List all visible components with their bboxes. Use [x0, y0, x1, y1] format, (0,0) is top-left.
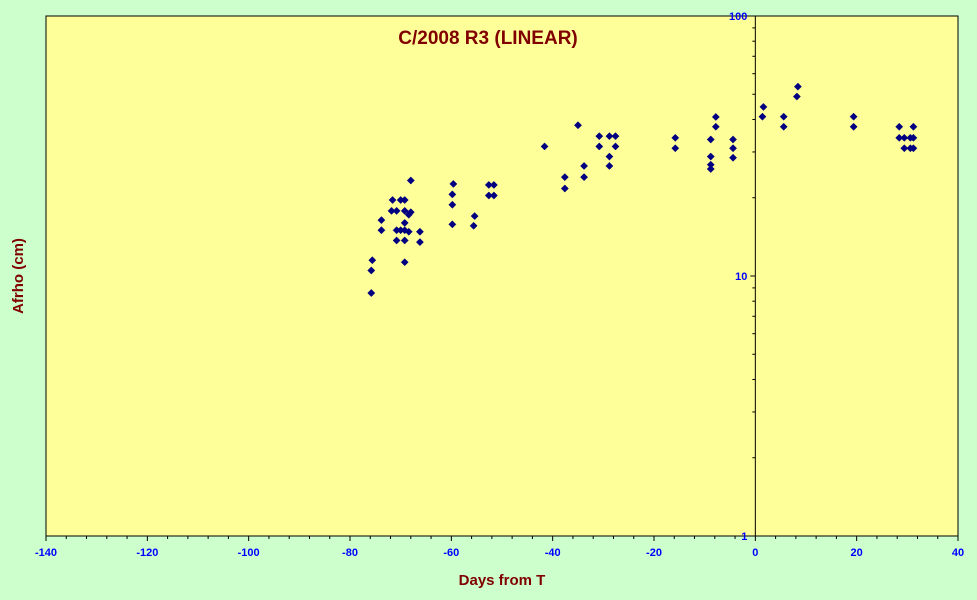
- data-point: [605, 152, 614, 161]
- x-tick-label: 0: [752, 547, 758, 559]
- chart-title: C/2008 R3 (LINEAR): [398, 28, 578, 49]
- x-tick-label: -120: [136, 547, 158, 559]
- data-point: [895, 122, 904, 131]
- data-point: [406, 176, 415, 185]
- x-tick-label: 20: [851, 547, 863, 559]
- data-point: [605, 132, 614, 141]
- data-point: [729, 144, 737, 153]
- y-axis-title: Afrho (cm): [10, 238, 27, 314]
- data-points: [367, 82, 918, 297]
- x-tick-label: -140: [35, 547, 57, 559]
- data-point: [580, 162, 589, 170]
- data-point: [400, 258, 409, 267]
- data-point: [400, 206, 409, 215]
- data-point: [595, 132, 604, 141]
- data-point: [580, 173, 589, 182]
- data-point: [706, 152, 715, 161]
- data-point: [671, 133, 680, 142]
- x-tick-label: -80: [342, 547, 358, 559]
- data-point: [909, 133, 918, 142]
- data-point: [560, 184, 569, 193]
- data-point: [489, 180, 498, 189]
- y-tick-label: 10: [735, 271, 747, 283]
- data-point: [368, 256, 377, 265]
- data-point: [400, 236, 409, 245]
- data-point: [729, 135, 737, 144]
- data-point: [671, 144, 680, 153]
- data-point: [611, 132, 620, 141]
- y-tick-label: 1: [741, 531, 747, 543]
- plot-area: [45, 15, 959, 537]
- data-point: [779, 112, 788, 121]
- x-tick-label: -40: [545, 547, 561, 559]
- data-point: [611, 142, 620, 151]
- x-tick-label: -100: [238, 547, 260, 559]
- data-point: [470, 212, 479, 221]
- data-point: [469, 221, 478, 230]
- data-point: [779, 122, 788, 131]
- y-axis: 1 10 100: [729, 11, 756, 543]
- data-point: [729, 153, 737, 162]
- data-point: [448, 200, 457, 209]
- data-point: [489, 191, 498, 200]
- data-point: [595, 142, 604, 151]
- data-point: [392, 236, 401, 245]
- data-point: [758, 112, 767, 121]
- data-point: [574, 121, 582, 130]
- data-point: [388, 196, 397, 204]
- x-tick-label: -60: [443, 547, 459, 559]
- data-point: [406, 208, 415, 217]
- data-point: [367, 266, 376, 275]
- data-point: [404, 227, 413, 236]
- data-point: [900, 144, 909, 153]
- data-point: [377, 216, 386, 225]
- data-point: [849, 122, 858, 131]
- data-point: [711, 112, 720, 121]
- data-point: [793, 82, 802, 91]
- data-point: [448, 190, 457, 199]
- data-point: [540, 142, 549, 151]
- data-point: [392, 206, 401, 215]
- data-point: [448, 220, 457, 229]
- data-point: [400, 196, 409, 204]
- data-point: [415, 227, 424, 236]
- data-point: [706, 160, 715, 169]
- data-point: [759, 102, 768, 111]
- x-tick-label: -20: [646, 547, 662, 559]
- data-point: [377, 226, 386, 235]
- data-point: [449, 179, 458, 188]
- data-point: [706, 165, 715, 173]
- data-point: [415, 238, 424, 247]
- data-point: [400, 226, 409, 235]
- data-point: [900, 133, 909, 142]
- data-point: [849, 112, 858, 121]
- x-axis-title: Days from T: [459, 572, 546, 589]
- data-point: [605, 162, 614, 170]
- data-point: [909, 144, 918, 153]
- data-point: [560, 173, 569, 182]
- data-point: [706, 135, 715, 144]
- data-point: [792, 92, 801, 101]
- data-point: [909, 122, 918, 131]
- x-tick-label: 40: [952, 547, 964, 559]
- x-axis: -140 -120 -100 -80 -60 -40 -20 0 20 40: [35, 535, 964, 559]
- y-tick-label: 100: [729, 11, 747, 23]
- data-point: [711, 122, 720, 131]
- data-point: [367, 289, 376, 297]
